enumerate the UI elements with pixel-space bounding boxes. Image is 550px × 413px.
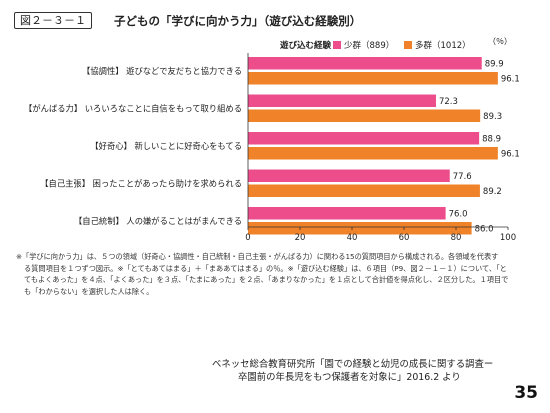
bar-chart: 遊び込む経験 少群（889） 多群（1012） （％） 89.9 96.1 72.3…	[24, 37, 520, 243]
bar-many-2	[248, 147, 498, 160]
bar-value-few-4: 76.0	[449, 210, 468, 220]
legend-label-few: 少群（889）	[344, 40, 394, 51]
bar-few-0	[248, 57, 482, 70]
bar-value-few-0: 89.9	[485, 60, 504, 70]
category-labels: 【協調性】 遊びなどで友だちと協力できる【がんばる力】 いろいろなことに自信をも…	[24, 66, 242, 226]
bar-value-many-0: 96.1	[501, 75, 520, 85]
footnote: ※「学びに向かう力」は、５つの領域（好奇心・協調性・自己統制・自己主張・がんばる…	[16, 251, 536, 297]
category-label-3: 【自己主張】 困ったことがあったら助けを求められる	[40, 178, 242, 188]
legend-swatch-many	[404, 41, 412, 49]
x-tick-label-1: 20	[295, 233, 306, 243]
footnote-line-4: も「わからない」を選択した人は除く。	[24, 286, 154, 296]
figure-number: 図２－３－１	[14, 12, 92, 29]
bar-many-0	[248, 72, 498, 85]
bars: 89.996.172.389.388.996.177.689.276.086.0	[248, 57, 520, 235]
bar-value-few-3: 77.6	[453, 172, 472, 182]
bar-many-3	[248, 184, 480, 197]
x-tick-label-3: 60	[399, 233, 410, 243]
bar-value-many-2: 96.1	[501, 150, 520, 160]
source-line-2: 卒園前の年長児をもつ保護者を対象に」2016.2 より	[238, 372, 461, 383]
category-label-2: 【好奇心】 新しいことに好奇心をもてる	[90, 141, 242, 151]
bar-few-3	[248, 169, 450, 182]
legend-title: 遊び込む経験	[280, 40, 332, 51]
bar-few-4	[248, 207, 446, 220]
x-tick-label-0: 0	[245, 233, 250, 243]
legend-label-many: 多群（1012）	[415, 40, 471, 51]
bar-value-many-4: 86.0	[475, 225, 494, 235]
bar-value-few-1: 72.3	[439, 97, 458, 107]
category-label-1: 【がんばる力】 いろいろなことに自信をもって取り組める	[24, 103, 242, 113]
bar-few-1	[248, 94, 436, 107]
x-tick-label-2: 40	[347, 233, 358, 243]
x-tick-label-5: 100	[500, 233, 516, 243]
figure-title: 子どもの「学びに向かう力」（遊び込む経験別）	[114, 14, 362, 28]
unit-label: （％）	[488, 37, 512, 46]
source-line-1: ベネッセ総合教育研究所「園での経験と幼児の成長に関する調査ー	[212, 359, 494, 370]
footnote-line-3: てもよくあった」を４点、「よくあった」を３点、「たまにあった」を２点、「あまりな…	[24, 275, 509, 284]
legend: 遊び込む経験 少群（889） 多群（1012）	[280, 40, 471, 51]
bar-few-2	[248, 132, 480, 145]
category-label-0: 【協調性】 遊びなどで友だちと協力できる	[82, 66, 242, 76]
page-number: 35	[514, 383, 538, 403]
bar-many-1	[248, 109, 481, 122]
x-axis: 0 20 40 60 80 100	[245, 53, 516, 243]
bar-many-4	[248, 222, 472, 235]
legend-swatch-few	[333, 41, 341, 49]
bar-value-many-3: 89.2	[483, 187, 502, 197]
source-citation: ベネッセ総合教育研究所「園での経験と幼児の成長に関する調査ー 卒園前の年長児をも…	[212, 358, 542, 384]
x-tick-label-4: 80	[451, 233, 462, 243]
bar-value-few-2: 88.9	[482, 135, 501, 145]
footnote-line-2: る質問項目を１つずつ図示。※「とてもあてはまる」＋「まああてはまる」の％。※「遊…	[24, 263, 507, 273]
bar-value-many-1: 89.3	[483, 112, 502, 122]
category-label-4: 【自己統制】 人の嫌がることはがまんできる	[74, 216, 242, 226]
footnote-line-1: ※「学びに向かう力」は、５つの領域（好奇心・協調性・自己統制・自己主張・がんばる…	[16, 252, 499, 261]
